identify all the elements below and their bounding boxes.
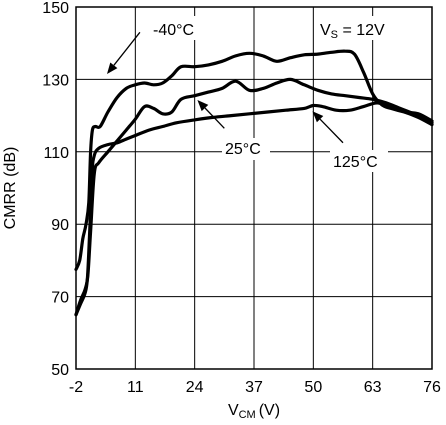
x-axis-title: VCM (V) <box>228 402 280 421</box>
annotation-25: 25°C <box>222 138 270 160</box>
y-tick-label: 50 <box>51 362 69 379</box>
x-tick-label: 76 <box>423 379 441 396</box>
series-line-25c <box>74 77 434 317</box>
series-line-125c <box>74 101 434 317</box>
annotation-minus40: -40°C <box>150 16 206 40</box>
annotation-25-background <box>222 138 270 160</box>
annotation-arrow-head <box>107 62 118 74</box>
annotation-125: 125°C <box>330 150 388 172</box>
y-tick-label: 70 <box>51 290 69 307</box>
x-tick-labels: -2 11 24 37 50 63 76 <box>69 379 441 396</box>
x-axis-title-sub: CM <box>239 409 256 421</box>
y-tick-label: 90 <box>51 217 69 234</box>
x-tick-label: 11 <box>127 379 144 396</box>
series-line-minus40c <box>74 49 434 271</box>
annotation-25-label: 25°C <box>225 141 261 158</box>
y-tick-label: 110 <box>43 145 69 162</box>
plot-frame <box>75 6 433 370</box>
x-axis-title-main: V <box>228 402 239 419</box>
x-tick-label: 37 <box>245 379 263 396</box>
annotation-arrow-shaft <box>113 31 141 66</box>
y-tick-label: 150 <box>42 0 69 17</box>
annotation-arrow-head <box>197 100 209 112</box>
y-tick-label: 130 <box>42 72 69 89</box>
x-tick-label: 50 <box>304 379 322 396</box>
grid-lines <box>76 7 432 369</box>
series-curves <box>74 49 434 317</box>
annotation-125-background <box>330 150 388 172</box>
x-tick-label: 63 <box>364 379 382 396</box>
condition-label: VS = 12V <box>316 16 428 41</box>
annotation-125-label: 125°C <box>333 154 378 171</box>
condition-main: V <box>320 22 331 39</box>
condition-label-background <box>316 16 428 40</box>
condition-rest: = 12V <box>338 22 385 39</box>
annotation-minus40-background <box>150 16 206 40</box>
x-tick-label: 24 <box>186 379 204 396</box>
y-axis-title: CMRR (dB) <box>2 147 19 230</box>
annotation-arrow-shaft <box>204 107 225 129</box>
x-tick-label: -2 <box>69 379 83 396</box>
x-axis-title-unit: (V) <box>259 402 280 419</box>
y-tick-labels: 50 70 90 110 130 150 <box>42 0 69 379</box>
condition-label-text: VS = 12V <box>320 22 385 41</box>
annotation-minus40-label: -40°C <box>153 22 194 39</box>
annotation-arrow-head <box>312 111 324 123</box>
annotation-arrow-shaft <box>319 118 344 144</box>
annotation-arrows <box>107 31 344 144</box>
condition-sub: S <box>331 29 338 41</box>
